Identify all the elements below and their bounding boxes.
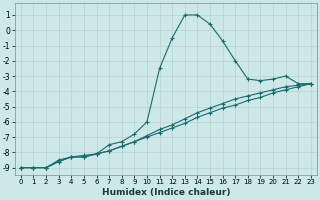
X-axis label: Humidex (Indice chaleur): Humidex (Indice chaleur) — [102, 188, 230, 197]
